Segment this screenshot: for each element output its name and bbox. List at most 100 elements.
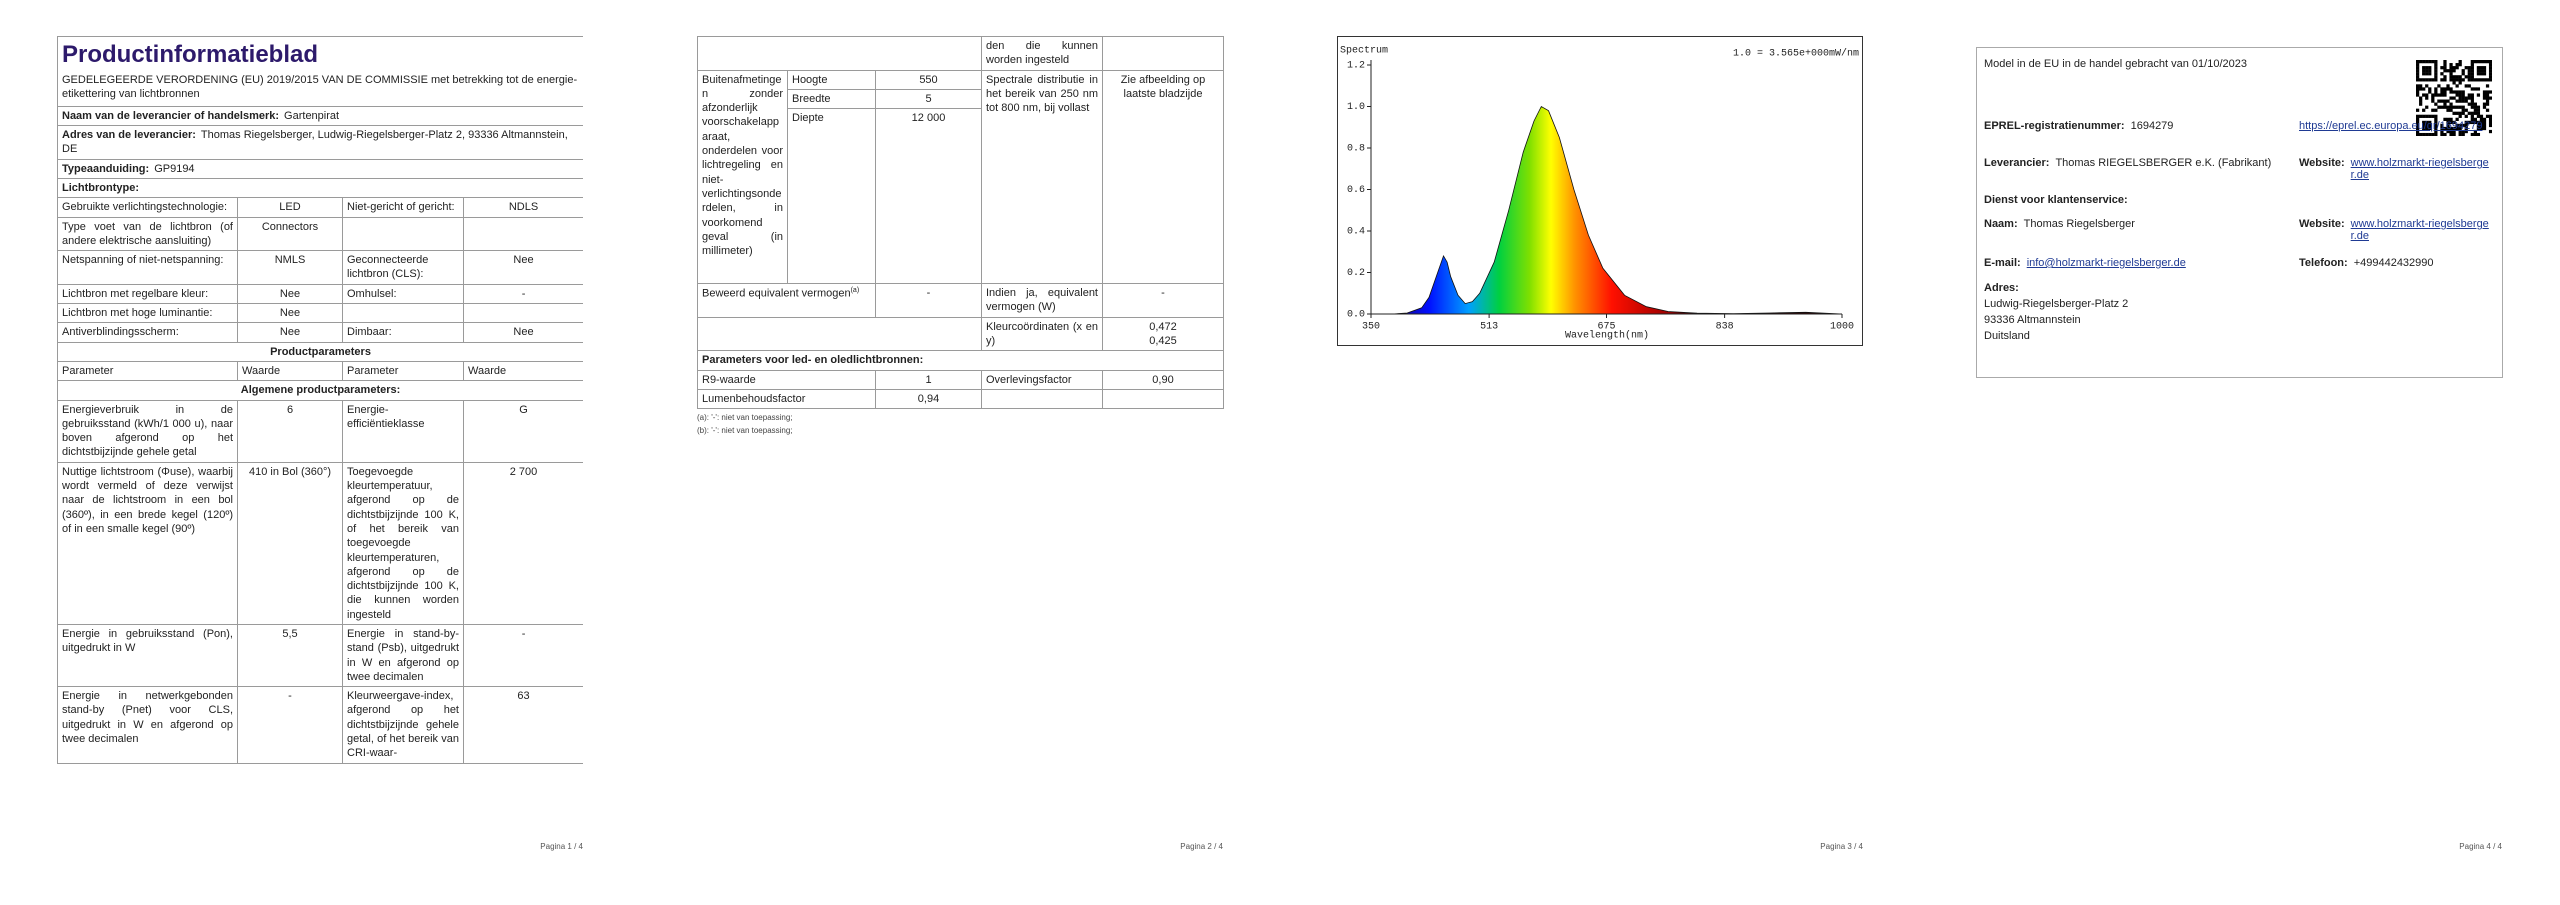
qr-module <box>2482 93 2487 97</box>
qr-module <box>2467 111 2471 115</box>
table-cell: Omhulsel: <box>342 283 464 305</box>
qr-module <box>2467 96 2471 100</box>
table-row: Algemene productparameters: <box>57 380 583 401</box>
address: Adres: Ludwig-Riegelsberger-Platz 2 9333… <box>1984 280 2128 344</box>
qr-module <box>2470 111 2474 115</box>
qr-module <box>2446 123 2450 128</box>
footnotes: (a): '-': niet van toepassing; (b): '-':… <box>697 412 1223 438</box>
qr-module <box>2470 114 2474 118</box>
table-cell: Nee <box>237 322 343 343</box>
footnote: (b): '-': niet van toepassing; <box>697 426 793 436</box>
qr-module <box>2488 129 2492 134</box>
qr-module <box>2473 108 2477 112</box>
qr-module <box>2461 111 2465 115</box>
qr-module <box>2473 132 2477 136</box>
info-row: Naam: Thomas Riegelsberger <box>1984 218 2135 230</box>
x-tick-label: 838 <box>1716 322 1734 333</box>
page-4: Model in de EU in de handel gebracht van… <box>1976 47 2503 378</box>
qr-module <box>2443 99 2447 103</box>
qr-module <box>2473 117 2477 121</box>
qr-module <box>2458 75 2462 79</box>
qr-module <box>2488 72 2492 76</box>
x-tick-label: 513 <box>1480 322 1498 333</box>
table-row: den die kunnen worden ingesteld <box>697 36 1224 71</box>
table-cell: 2 700 <box>462 461 583 625</box>
qr-module <box>2443 78 2447 82</box>
qr-module <box>2473 102 2477 106</box>
column-header: Parameter <box>342 360 464 382</box>
qr-module <box>2419 60 2423 64</box>
qr-module <box>2482 123 2487 128</box>
qr-module <box>2428 69 2432 73</box>
qr-module <box>2440 90 2444 94</box>
table-cell: Niet-gericht of gericht: <box>342 197 464 218</box>
table-cell: R9-waarde <box>697 369 876 390</box>
y-tick-label: 0.6 <box>1347 185 1365 196</box>
table-cell: Energie-efficiëntieklasse <box>342 399 464 463</box>
qr-module <box>2485 90 2490 94</box>
table-row: Energie in netwerkgebonden stand-by (Pne… <box>57 686 583 764</box>
qr-module <box>2449 66 2453 70</box>
table-cell <box>697 316 982 352</box>
page-2: den die kunnen worden ingesteld Buitenaf… <box>697 36 1224 438</box>
email-link[interactable]: info@holzmarkt-riegelsberger.de <box>2026 257 2186 269</box>
y-tick-label: 1.0 <box>1347 102 1365 113</box>
qr-module <box>2419 96 2423 100</box>
qr-module <box>2476 111 2481 115</box>
chart-title: Spectrum <box>1340 46 1388 57</box>
label: EPREL-registratienummer: <box>1984 120 2125 132</box>
qr-module <box>2461 96 2465 100</box>
qr-module <box>2476 78 2481 82</box>
qr-module <box>2416 90 2420 94</box>
table-cell: 6 <box>237 399 343 463</box>
table-row: Netspanning of niet-netspanning: NMLS Geco… <box>57 250 583 285</box>
website-link[interactable]: www.holzmarkt-riegelsberger.de <box>2350 157 2489 181</box>
qr-module <box>2434 123 2438 128</box>
eprel-link[interactable]: https://eprel.ec.europa.eu/qr/1694279 <box>2299 120 2483 132</box>
qr-module <box>2428 123 2432 128</box>
qr-module <box>2476 72 2481 76</box>
table-cell <box>462 216 583 252</box>
qr-module <box>2449 105 2453 109</box>
table-cell <box>697 36 982 71</box>
qr-module <box>2461 72 2465 76</box>
qr-module <box>2443 75 2447 79</box>
qr-module <box>2461 69 2465 73</box>
qr-module <box>2425 126 2429 131</box>
value: Thomas RIEGELSBERGER e.K. (Fabrikant) <box>2055 157 2272 169</box>
qr-module <box>2452 78 2456 82</box>
qr-module <box>2428 114 2432 118</box>
info-row: Website: www.holzmarkt-riegelsberger.de <box>2299 218 2494 242</box>
table-cell: Nee <box>237 283 343 305</box>
qr-module <box>2446 129 2450 134</box>
qr-module <box>2452 129 2456 134</box>
market-date: Model in de EU in de handel gebracht van… <box>1984 58 2247 70</box>
table-cell: Lichtbron met hoge luminantie: <box>57 303 238 324</box>
qr-module <box>2440 126 2444 131</box>
value: 1694279 <box>2130 120 2174 132</box>
qr-module <box>2449 126 2453 131</box>
qr-module <box>2440 66 2444 70</box>
table-cell: Productinformatieblad GEDELEGEERDE VERORD… <box>57 36 583 107</box>
qr-module <box>2443 132 2447 136</box>
qr-module <box>2431 108 2435 112</box>
website-link[interactable]: www.holzmarkt-riegelsberger.de <box>2350 218 2489 242</box>
table-row: Energie in gebruiksstand (Pon), uitgedru… <box>57 623 583 688</box>
qr-module <box>2440 129 2444 134</box>
qr-module <box>2467 75 2471 79</box>
qr-module <box>2461 93 2465 97</box>
qr-module <box>2425 132 2429 136</box>
qr-module <box>2455 66 2459 70</box>
qr-module <box>2455 111 2459 115</box>
qr-module <box>2425 120 2429 125</box>
table-cell: Naam van de leverancier of handelsmerk: G… <box>57 105 583 127</box>
table-row: Lichtbron met regelbare kleur: Nee Omhulse… <box>57 283 583 305</box>
qr-module <box>2434 102 2438 106</box>
spectrum-chart: Spectrum 1.0 = 3.565e+000mW/nm Wavelengt… <box>1337 36 1863 346</box>
qr-module <box>2428 120 2432 125</box>
qr-module <box>2443 117 2447 121</box>
table-row: Buitenafmetingen zonder afzonderlijk voo… <box>697 69 1224 285</box>
qr-module <box>2446 84 2450 88</box>
cell-text: Beweerd equivalent vermogen <box>702 287 851 300</box>
value: +499442432990 <box>2353 257 2434 269</box>
